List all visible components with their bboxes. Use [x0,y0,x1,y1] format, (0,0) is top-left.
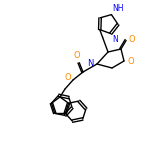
Text: N: N [88,59,94,69]
Text: N: N [112,35,117,44]
Text: NH: NH [112,4,124,13]
Text: O: O [74,51,81,60]
Text: O: O [64,74,71,83]
Text: O: O [128,35,135,44]
Text: O: O [128,57,135,66]
